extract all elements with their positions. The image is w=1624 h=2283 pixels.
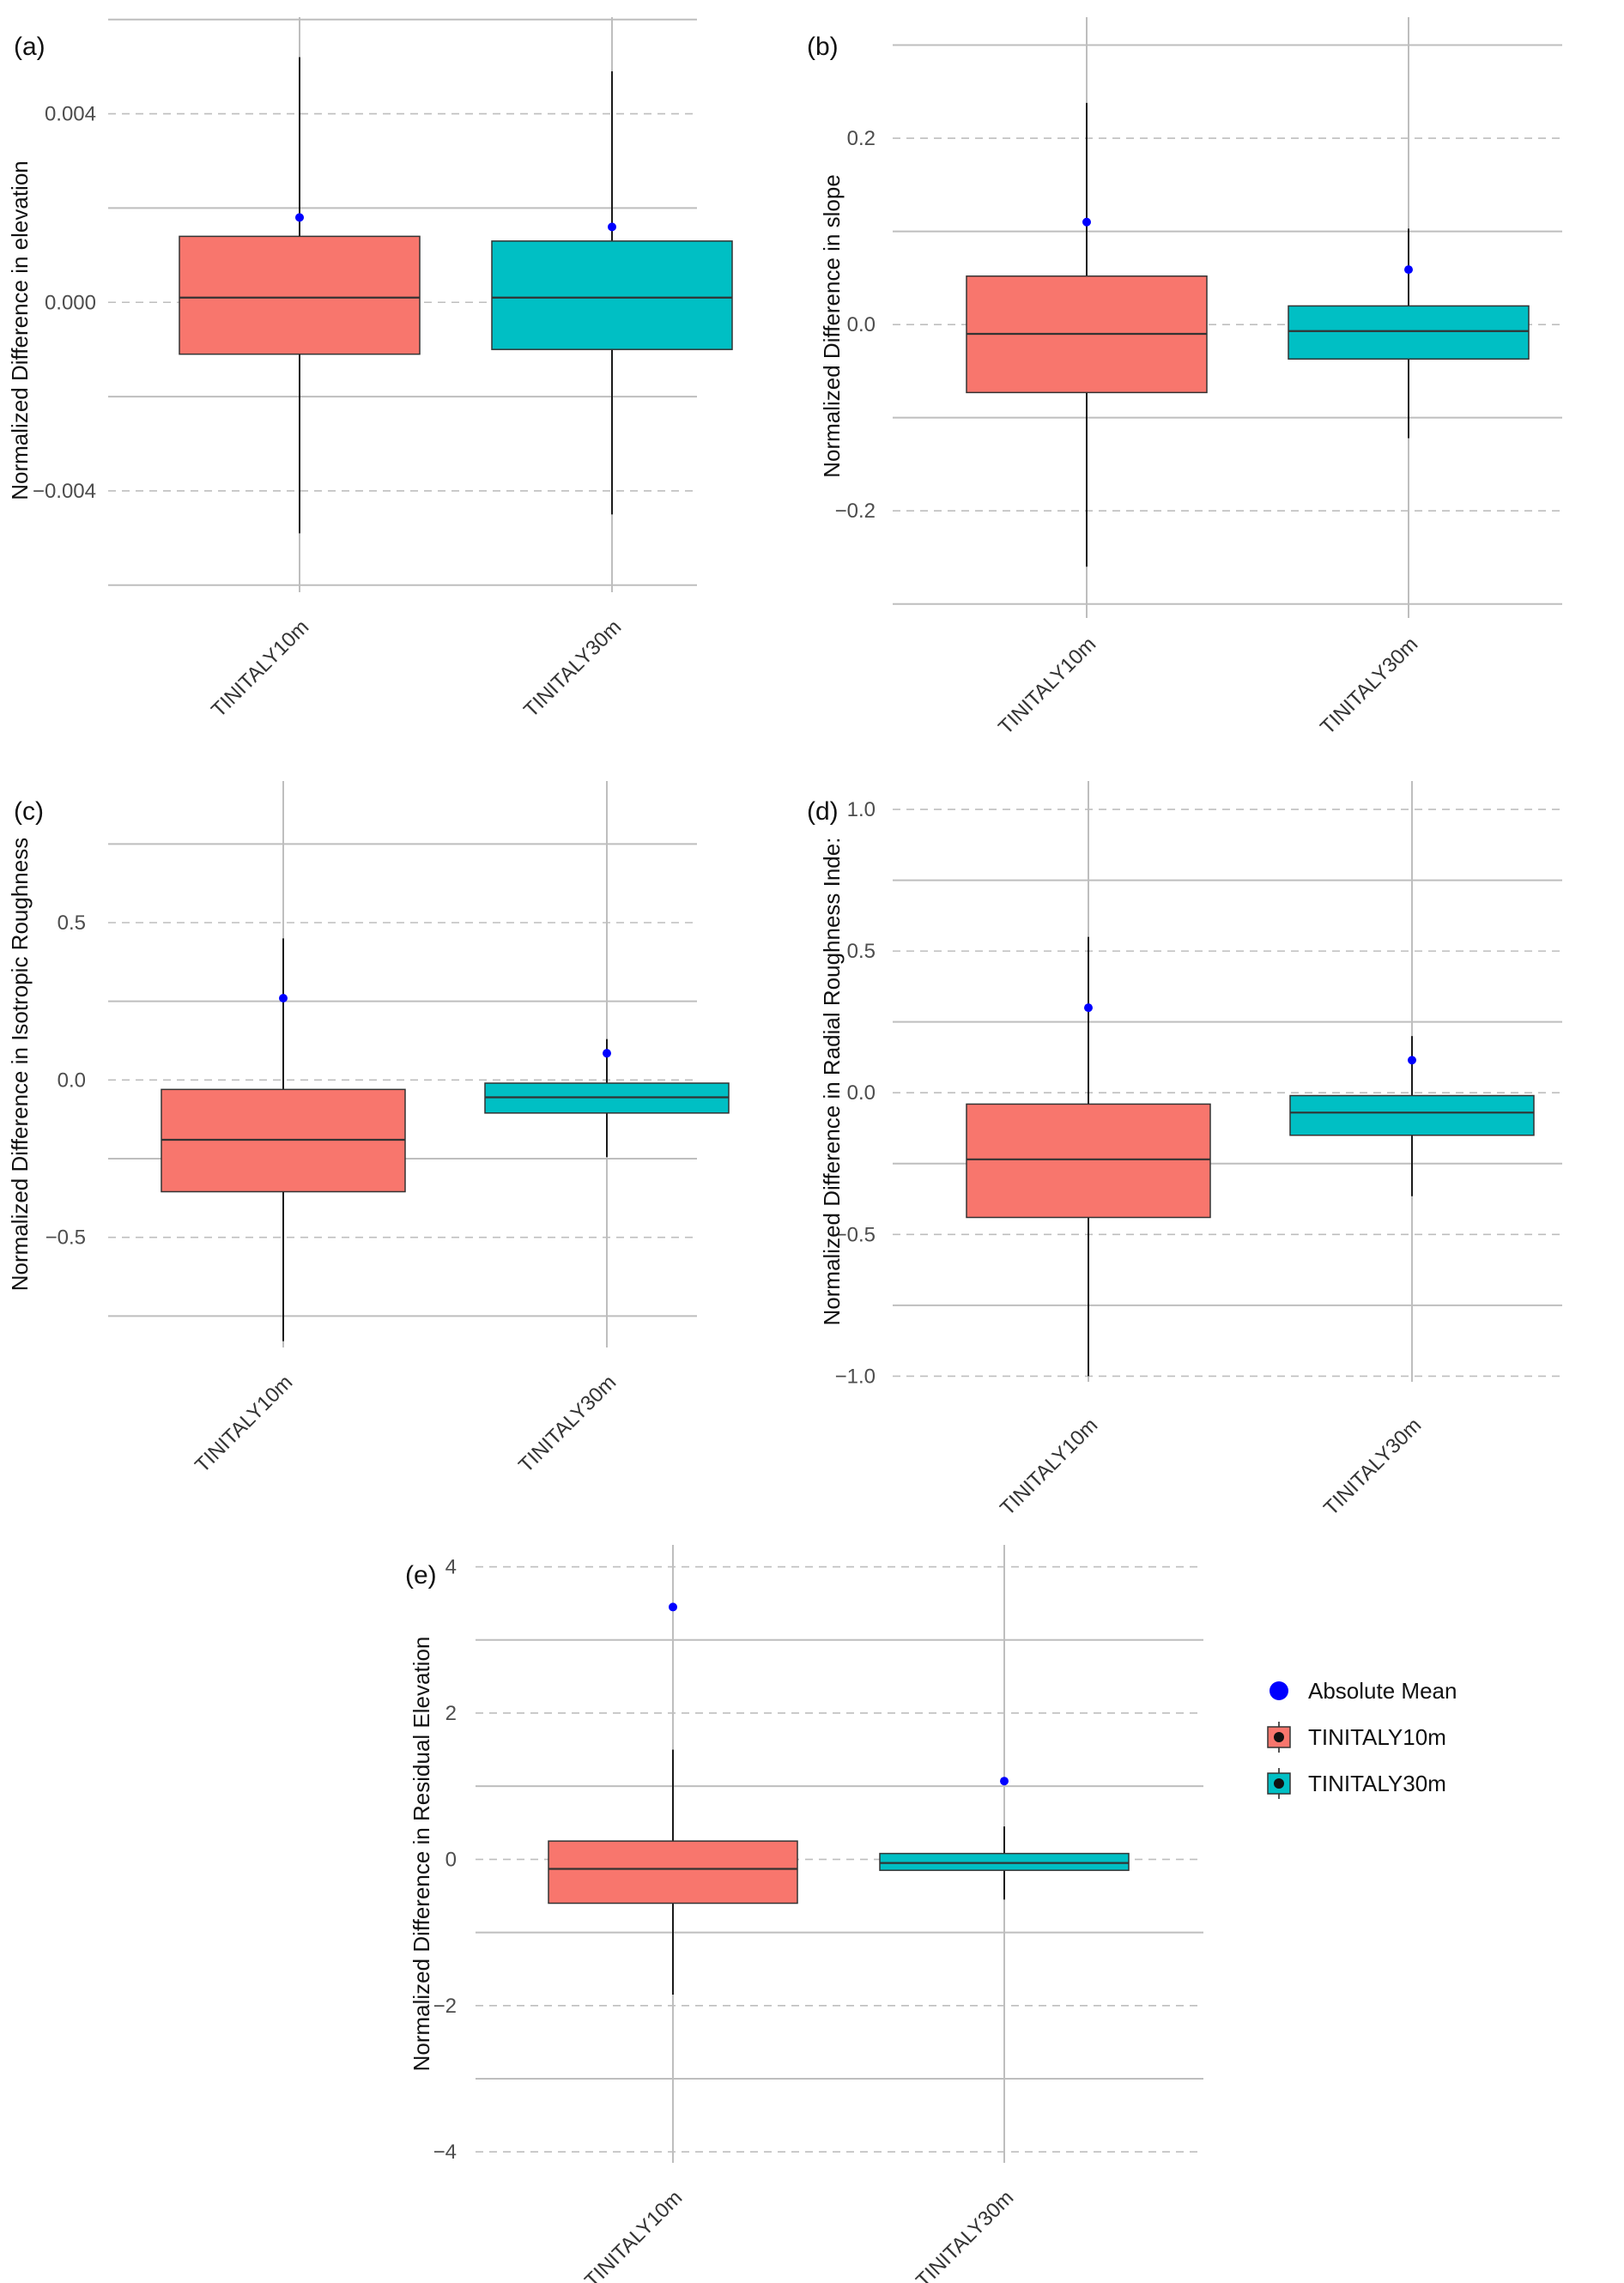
box-iqr xyxy=(1289,1094,1535,1136)
y-tick-label: 0.004 xyxy=(45,103,96,126)
legend-key-point xyxy=(1270,1681,1288,1700)
box-iqr xyxy=(179,235,421,355)
box-TINITALY10m xyxy=(966,936,1211,1377)
box-iqr xyxy=(1288,305,1530,360)
y-tick-label: 0.0 xyxy=(58,1069,86,1092)
panel-a: −0.004 0.000 0.004 TINITALY10m TINITALY30m No… xyxy=(7,17,733,722)
legend-item: TINITALY10m xyxy=(1267,1722,1446,1753)
legend-label: Absolute Mean xyxy=(1308,1678,1457,1704)
legend-label: TINITALY30m xyxy=(1308,1771,1446,1796)
absolute-mean-point xyxy=(603,1049,611,1058)
x-category-label: TINITALY30m xyxy=(514,1371,621,1477)
box-iqr xyxy=(548,1840,798,1905)
legend-label: TINITALY10m xyxy=(1308,1724,1446,1750)
y-tick-label: −0.5 xyxy=(835,1223,876,1246)
box-TINITALY30m xyxy=(1289,1036,1535,1196)
y-axis-title: Normalized Difference in elevation xyxy=(7,160,33,500)
legend-key-dot xyxy=(1274,1732,1284,1742)
x-category-label: TINITALY10m xyxy=(191,1371,297,1477)
y-axis-title: Normalized Difference in Residual Elevat… xyxy=(409,1637,434,2072)
y-tick-label: 0.0 xyxy=(847,1081,876,1105)
legend: Absolute Mean TINITALY10m TINITALY30m xyxy=(1267,1678,1457,1799)
box-TINITALY30m xyxy=(491,71,733,515)
x-category-label: TINITALY30m xyxy=(1319,1414,1426,1520)
box-TINITALY30m xyxy=(1288,228,1530,439)
y-tick-label: 1.0 xyxy=(847,798,876,821)
y-tick-label: 0.0 xyxy=(847,313,876,336)
x-category-label: TINITALY10m xyxy=(207,615,313,722)
panel-label: (b) xyxy=(807,33,839,61)
legend-item: Absolute Mean xyxy=(1270,1678,1457,1704)
y-tick-label: −4 xyxy=(433,2141,457,2164)
box-TINITALY30m xyxy=(484,1039,730,1158)
panel-label: (a) xyxy=(14,33,45,61)
x-category-label: TINITALY30m xyxy=(519,615,626,722)
absolute-mean-point xyxy=(1082,217,1091,227)
absolute-mean-point xyxy=(1408,1056,1416,1065)
y-axis-title: Normalized Difference in slope xyxy=(819,174,845,478)
panel-e: −4 −2 0 2 4 TINITALY10m TINITALY30m Normalized … xyxy=(405,1545,1203,2283)
box-TINITALY10m xyxy=(179,57,421,534)
box-TINITALY30m xyxy=(879,1777,1130,1900)
panel-label: (e) xyxy=(405,1561,437,1590)
absolute-mean-point xyxy=(295,213,304,222)
x-category-label: TINITALY30m xyxy=(1316,633,1422,739)
box-iqr xyxy=(879,1852,1130,1871)
absolute-mean-point xyxy=(608,222,616,232)
box-TINITALY10m xyxy=(548,1602,798,1995)
box-TINITALY10m xyxy=(161,938,406,1341)
legend-key-box xyxy=(1267,1726,1291,1748)
x-category-label: TINITALY10m xyxy=(996,1414,1102,1520)
y-tick-label: −0.5 xyxy=(45,1226,86,1250)
panel-d: −1.0 −0.5 0.0 0.5 1.0 TINITALY10m TINITALY30m N… xyxy=(807,781,1562,1520)
box-iqr xyxy=(966,1103,1211,1219)
box-iqr xyxy=(491,240,733,350)
y-tick-label: 0.5 xyxy=(58,911,86,935)
legend-item: TINITALY30m xyxy=(1267,1768,1446,1799)
y-tick-label: −0.004 xyxy=(33,480,96,503)
y-axis-title: Normalized Difference in Isotropic Rough… xyxy=(7,838,33,1291)
box-TINITALY10m xyxy=(966,102,1208,567)
y-tick-label: −1.0 xyxy=(835,1365,876,1388)
x-category-label: TINITALY30m xyxy=(912,2186,1018,2283)
y-axis-title: Normalized Difference in Radial Roughnes… xyxy=(819,838,845,1326)
y-tick-label: 4 xyxy=(445,1556,457,1579)
absolute-mean-point xyxy=(1000,1777,1009,1786)
y-tick-label: −0.2 xyxy=(835,500,876,523)
y-tick-label: 0 xyxy=(445,1848,457,1871)
panel-label: (c) xyxy=(14,797,44,826)
absolute-mean-point xyxy=(1084,1003,1093,1013)
x-category-label: TINITALY10m xyxy=(580,2186,687,2283)
x-category-label: TINITALY10m xyxy=(994,633,1100,739)
absolute-mean-point xyxy=(669,1602,677,1612)
y-tick-label: 0.000 xyxy=(45,291,96,314)
y-tick-label: −2 xyxy=(433,1995,457,2018)
absolute-mean-point xyxy=(1404,265,1413,275)
legend-key-dot xyxy=(1274,1778,1284,1789)
panel-b: −0.2 0.0 0.2 TINITALY10m TINITALY30m Normaliz… xyxy=(807,17,1562,739)
y-tick-label: 2 xyxy=(445,1702,457,1725)
y-tick-label: 0.2 xyxy=(847,127,876,150)
y-tick-label: 0.5 xyxy=(847,940,876,963)
panel-label: (d) xyxy=(807,797,839,826)
absolute-mean-point xyxy=(279,994,288,1002)
panel-c: −0.5 0.0 0.5 TINITALY10m TINITALY30m Normaliz… xyxy=(7,781,730,1477)
